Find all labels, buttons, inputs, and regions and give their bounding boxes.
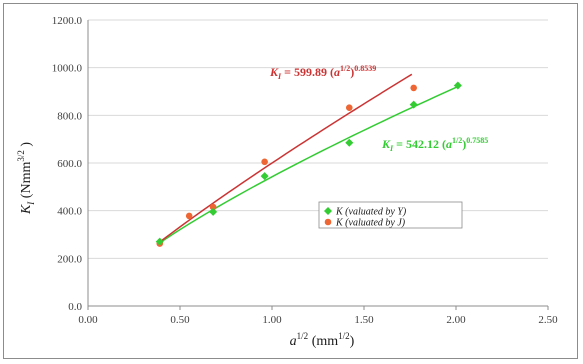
fit-equation-y: KI = 542.12 (a1/2)0.7585	[381, 136, 488, 153]
y-tick-label: 600.0	[57, 158, 82, 170]
y-tick-label: 1000.0	[52, 63, 83, 75]
x-tick-label: 1.50	[354, 314, 374, 326]
legend-marker-j	[324, 218, 332, 226]
data-points	[155, 81, 462, 247]
fit-equation-j: KI = 599.89 (a1/2)0.8539	[269, 64, 376, 81]
y-tick-label: 400.0	[57, 206, 82, 218]
data-point-j	[209, 203, 217, 211]
x-tick-label: 2.50	[538, 314, 558, 326]
data-point-j	[261, 158, 268, 166]
legend-label-j: K (valuated by J)	[335, 218, 406, 229]
y-axis-title: KI (Nmm3/2 )	[16, 142, 36, 215]
data-point-j	[410, 84, 417, 92]
x-tick-label: 2.00	[446, 314, 466, 326]
legend: K (valuated by Y)K (valuated by J)	[318, 201, 463, 229]
y-tick-label: 1200.0	[52, 15, 83, 27]
data-point-y	[209, 207, 218, 216]
data-point-y	[155, 237, 164, 246]
y-tick-label: 200.0	[57, 253, 82, 265]
y-tick-label: 800.0	[57, 110, 82, 122]
x-tick-label: 0.00	[78, 314, 98, 326]
legend-marker-y	[324, 207, 332, 215]
x-axis-title: a1/2 (mm1/2)	[290, 331, 355, 349]
data-point-y	[260, 172, 269, 181]
gridlines	[88, 19, 548, 259]
data-point-j	[345, 104, 353, 112]
chart-frame	[3, 3, 578, 359]
fit-curve-j	[159, 73, 413, 243]
data-point-j	[185, 212, 193, 220]
data-point-y	[453, 81, 462, 90]
y-tick-labels: 0.0 200.0 400.0 600.0 800.0 1000.0 1200.0	[52, 15, 83, 313]
data-point-y	[345, 138, 354, 147]
legend-label-y: K (valuated by Y)	[335, 207, 407, 218]
x-tick-label: 0.50	[170, 314, 190, 326]
y-tick-label: 0.0	[68, 301, 82, 313]
axes	[87, 20, 549, 310]
data-point-y	[409, 100, 418, 109]
x-tick-labels: 0.00 0.50 1.00 1.50 2.00 2.50	[78, 314, 558, 326]
x-tick-label: 1.00	[262, 314, 282, 326]
legend-box	[318, 201, 463, 229]
